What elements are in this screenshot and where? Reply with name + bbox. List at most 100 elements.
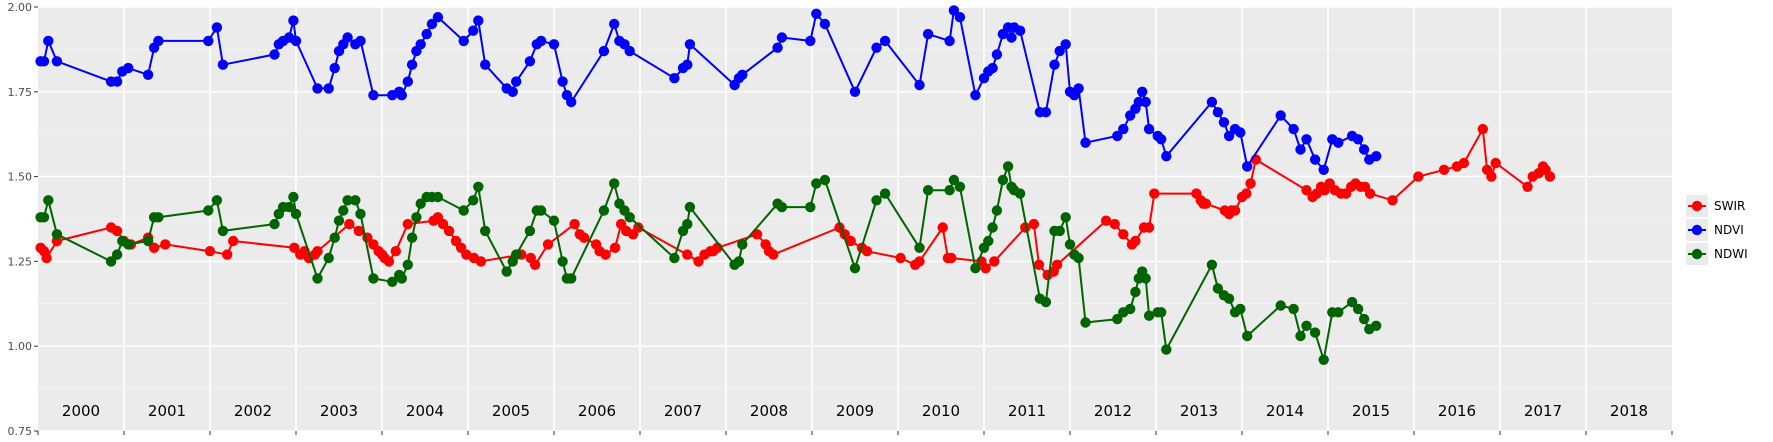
data-point: [1245, 178, 1256, 189]
data-point: [1143, 222, 1155, 233]
data-point: [312, 273, 323, 284]
data-point: [323, 83, 334, 94]
data-point: [38, 212, 50, 223]
data-point: [1544, 171, 1556, 182]
data-point: [609, 18, 620, 30]
data-point: [421, 28, 432, 40]
data-point: [1333, 137, 1344, 148]
year-label: 2015: [1352, 402, 1390, 420]
data-point: [123, 239, 134, 250]
data-point: [222, 249, 233, 260]
data-point: [501, 266, 512, 277]
data-point: [566, 273, 577, 284]
data-point: [283, 201, 295, 213]
data-point: [733, 256, 745, 267]
data-point: [329, 232, 340, 243]
data-point: [946, 252, 957, 264]
data-point: [1140, 273, 1151, 284]
data-point: [473, 181, 484, 192]
data-point: [1242, 330, 1253, 342]
year-label: 2013: [1180, 402, 1218, 420]
data-point: [1235, 127, 1246, 138]
data-point: [805, 201, 816, 213]
data-point: [396, 273, 407, 284]
year-label: 2003: [320, 402, 358, 420]
data-point: [323, 252, 334, 264]
data-point: [1458, 157, 1470, 169]
data-point: [1413, 171, 1424, 182]
data-point: [203, 205, 214, 216]
data-point: [160, 239, 171, 250]
data-point: [991, 49, 1003, 60]
data-point: [1054, 225, 1065, 237]
data-point: [1288, 303, 1299, 315]
data-point: [768, 249, 779, 260]
data-point: [368, 273, 379, 284]
data-point: [849, 86, 861, 98]
data-point: [609, 242, 621, 253]
data-point: [922, 28, 934, 40]
data-point: [355, 35, 366, 47]
data-point: [548, 39, 560, 50]
data-point: [1309, 154, 1321, 165]
data-point: [987, 62, 998, 74]
data-point: [1002, 161, 1014, 172]
data-point: [1051, 259, 1063, 270]
year-label: 2017: [1524, 402, 1562, 420]
series-group: [35, 5, 1556, 365]
data-point: [1060, 39, 1071, 50]
data-point: [609, 178, 620, 189]
data-point: [1006, 32, 1017, 43]
legend-key-point: [1691, 224, 1703, 236]
data-point: [970, 263, 981, 274]
data-point: [426, 18, 438, 30]
data-point: [342, 195, 353, 206]
data-point: [1080, 317, 1091, 328]
data-point: [1049, 59, 1060, 70]
year-label: 2018: [1610, 402, 1648, 420]
data-point: [312, 83, 323, 94]
data-point: [51, 56, 63, 67]
data-point: [1358, 313, 1370, 325]
data-point: [1130, 235, 1141, 247]
data-point: [682, 249, 693, 260]
data-point: [1040, 296, 1052, 308]
data-point: [1112, 130, 1123, 142]
data-point: [111, 249, 123, 260]
data-point: [41, 252, 52, 264]
data-point: [390, 246, 401, 257]
year-label: 2009: [836, 402, 874, 420]
data-point: [805, 35, 816, 47]
data-point: [1100, 215, 1112, 226]
data-point: [1490, 157, 1501, 169]
data-point: [353, 225, 364, 237]
data-point: [458, 35, 469, 47]
data-point: [211, 22, 223, 33]
legend-item: NDVI: [1686, 219, 1744, 241]
data-point: [1333, 307, 1344, 318]
data-point: [432, 12, 444, 23]
data-point: [1241, 188, 1252, 199]
data-point: [1109, 218, 1120, 230]
data-point: [383, 256, 395, 267]
x-axis: 2000 2001 2002 2003 2004 2005 2006 2007 2008 2009…: [37, 402, 1673, 435]
data-point: [819, 174, 831, 186]
data-point: [845, 235, 856, 247]
data-point: [1149, 188, 1160, 199]
data-point: [511, 249, 522, 260]
data-point: [1200, 198, 1212, 209]
data-point: [557, 256, 568, 267]
data-point: [1352, 303, 1364, 315]
data-point: [578, 232, 590, 243]
y-tick-label: 0.75: [8, 425, 33, 438]
data-point: [338, 205, 349, 216]
data-point: [1318, 164, 1329, 175]
data-point: [991, 205, 1003, 216]
data-point: [38, 56, 50, 67]
data-point: [148, 242, 160, 253]
data-point: [772, 42, 783, 53]
data-point: [1064, 239, 1076, 250]
data-point: [473, 15, 484, 26]
data-point: [203, 35, 214, 47]
data-point: [1229, 205, 1241, 216]
